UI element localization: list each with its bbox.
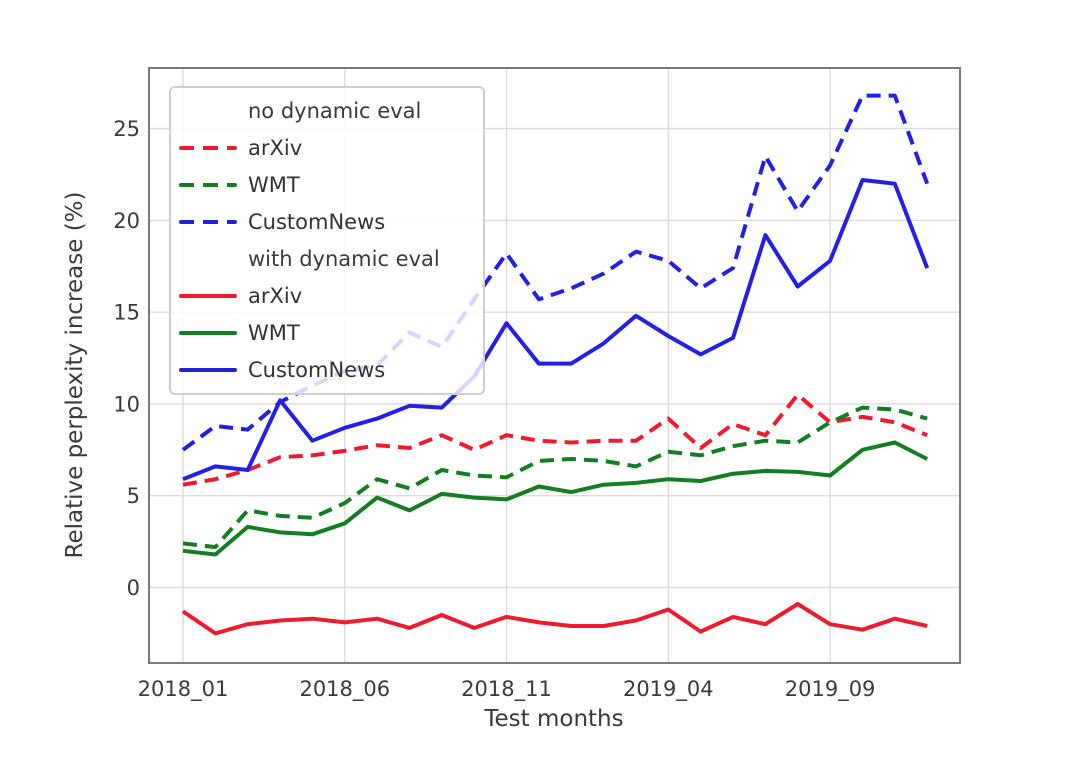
series-line-no-WMT — [182, 405, 928, 550]
legend-line-sample — [179, 293, 237, 298]
series-line-with-CustomNews — [182, 178, 930, 482]
y-axis-label: Relative perplexity increase (%) — [62, 191, 88, 558]
y-tick-label: 25 — [113, 117, 140, 141]
series-line-with-arXiv — [181, 602, 928, 636]
legend-label: CustomNews — [248, 357, 386, 382]
plot-border — [148, 67, 961, 664]
legend-label: WMT — [248, 320, 300, 345]
x-tick-label: 2018_01 — [138, 677, 229, 702]
x-tick-label: 2018_11 — [461, 677, 552, 702]
y-tick-label: 5 — [127, 484, 140, 508]
legend-line-sample — [179, 330, 237, 335]
legend-group-title: no dynamic eval — [179, 94, 479, 128]
x-tick-label: 2019_04 — [623, 677, 714, 702]
legend-line-sample — [179, 220, 237, 225]
legend-title-text: no dynamic eval — [248, 99, 422, 124]
legend-row: WMT — [179, 316, 479, 350]
legend-row: arXiv — [179, 279, 479, 313]
y-tick-label: 20 — [113, 209, 140, 233]
y-tick-label: 15 — [113, 301, 140, 325]
x-tick-label: 2019_09 — [785, 677, 876, 702]
legend: no dynamic eval arXiv WMT CustomNews wit… — [169, 86, 485, 395]
legend-label: arXiv — [248, 283, 303, 308]
x-tick-labels: 2018_01 2018_06 2018_11 2019_04 2019_09 — [138, 677, 876, 702]
y-tick-label: 10 — [113, 392, 140, 416]
legend-spacer — [179, 257, 237, 261]
x-tick-label: 2018_06 — [299, 677, 390, 702]
legend-line-sample — [179, 183, 237, 188]
legend-row: CustomNews — [179, 353, 479, 387]
y-tick-label: 0 — [127, 576, 140, 600]
series-line-with-WMT — [182, 440, 929, 557]
legend-row: arXiv — [179, 131, 479, 165]
legend-group-title: with dynamic eval — [179, 242, 479, 276]
x-axis-label: Test months — [483, 706, 623, 732]
series-line-no-arXiv — [182, 392, 928, 487]
legend-label: CustomNews — [248, 210, 386, 235]
legend-label: WMT — [248, 173, 300, 198]
legend-spacer — [179, 109, 237, 113]
legend-row: CustomNews — [179, 205, 479, 239]
legend-row: WMT — [179, 168, 479, 202]
legend-line-sample — [179, 367, 237, 372]
legend-label: arXiv — [248, 136, 303, 161]
legend-line-sample — [179, 146, 237, 151]
y-tick-labels: 0 5 10 15 20 25 — [113, 117, 140, 600]
legend-title-text: with dynamic eval — [248, 246, 440, 271]
